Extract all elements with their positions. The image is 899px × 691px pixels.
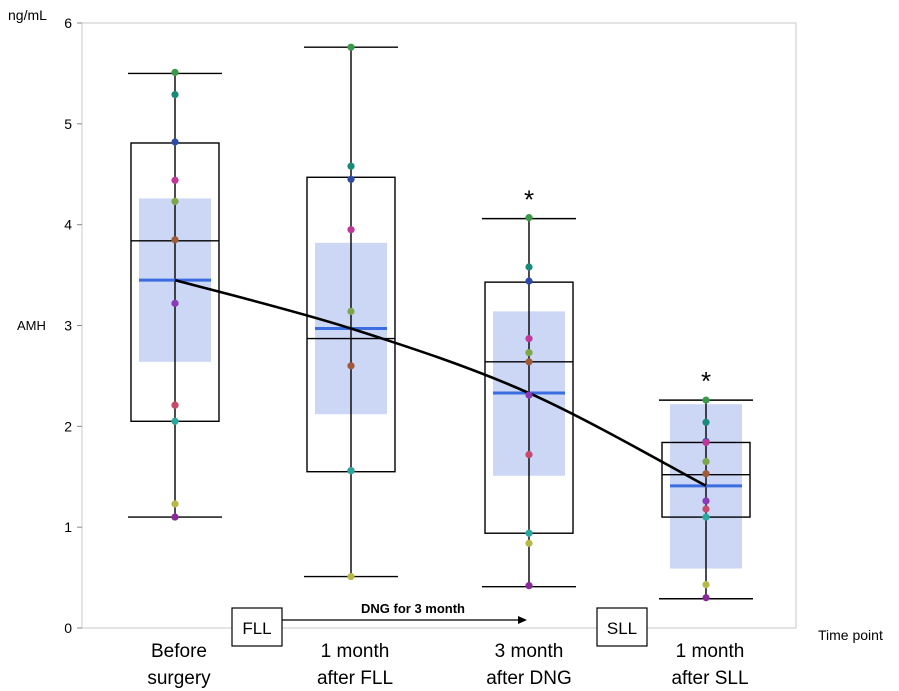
category-label-line1: 1 month [321, 641, 390, 662]
data-point [525, 391, 533, 399]
y-tick-label: 2 [64, 418, 72, 434]
data-point [171, 236, 179, 244]
data-point [702, 418, 710, 426]
category-label-line2: after FLL [317, 668, 393, 689]
data-point [525, 277, 533, 285]
dng-arrow: DNG for 3 month [282, 601, 527, 624]
data-point [171, 90, 179, 99]
data-point [702, 513, 710, 521]
y-tick-label: 4 [64, 217, 72, 233]
y-tick-label: 1 [64, 519, 72, 535]
data-point [347, 467, 355, 475]
significance-marker: * [701, 366, 711, 396]
dng-arrow-head [518, 616, 527, 624]
data-point [347, 43, 355, 51]
fll-box [231, 607, 283, 647]
data-point [702, 458, 710, 466]
data-point [171, 138, 179, 146]
data-point [525, 214, 533, 222]
data-point [171, 68, 179, 77]
data-point [171, 500, 179, 508]
y-tick-label: 3 [64, 318, 72, 334]
data-point [171, 401, 179, 409]
y-tick-label: 6 [64, 15, 72, 31]
category-label-line2: after DNG [486, 668, 572, 689]
sll-label: SLL [607, 619, 637, 638]
category-label-line2: surgery [147, 668, 211, 689]
category-label-line2: after SLL [671, 668, 748, 689]
data-point [525, 358, 533, 366]
category-label-line1: 1 month [676, 641, 745, 662]
y-tick-label: 5 [64, 116, 72, 132]
data-point [171, 299, 179, 307]
data-point [702, 497, 710, 505]
dng-arrow-label: DNG for 3 month [361, 601, 465, 616]
data-point [171, 513, 179, 521]
data-point [702, 505, 710, 513]
data-point [702, 438, 710, 447]
data-point [702, 396, 710, 404]
category-label-line1: 3 month [495, 641, 564, 662]
data-point [347, 226, 355, 234]
data-point [525, 529, 533, 537]
x-axis-label: Time point [818, 627, 883, 643]
sll-annotation: SLL [596, 607, 648, 647]
fll-label: FLL [242, 619, 271, 638]
sll-box [596, 607, 648, 647]
data-point [347, 572, 355, 581]
y-axis-label: AMH [17, 318, 46, 333]
data-point [347, 175, 355, 183]
data-point [347, 307, 355, 315]
y-tick-label: 0 [64, 620, 72, 636]
data-point [171, 417, 179, 425]
category-label-line1: Before [151, 641, 207, 662]
data-point [171, 176, 179, 184]
fll-annotation: FLL [231, 607, 283, 647]
data-point [525, 582, 533, 590]
data-point [525, 539, 533, 547]
significance-marker: * [524, 185, 534, 215]
data-point [171, 197, 179, 206]
data-point [702, 581, 710, 589]
y-unit-label: ng/mL [8, 7, 47, 23]
data-point [525, 349, 533, 357]
data-point [525, 450, 533, 459]
data-point [347, 362, 355, 370]
data-point [525, 263, 533, 271]
data-point [702, 594, 710, 602]
mean-trend-line [174, 278, 707, 487]
data-point [525, 335, 533, 343]
data-point [347, 162, 355, 170]
data-point [702, 470, 710, 478]
